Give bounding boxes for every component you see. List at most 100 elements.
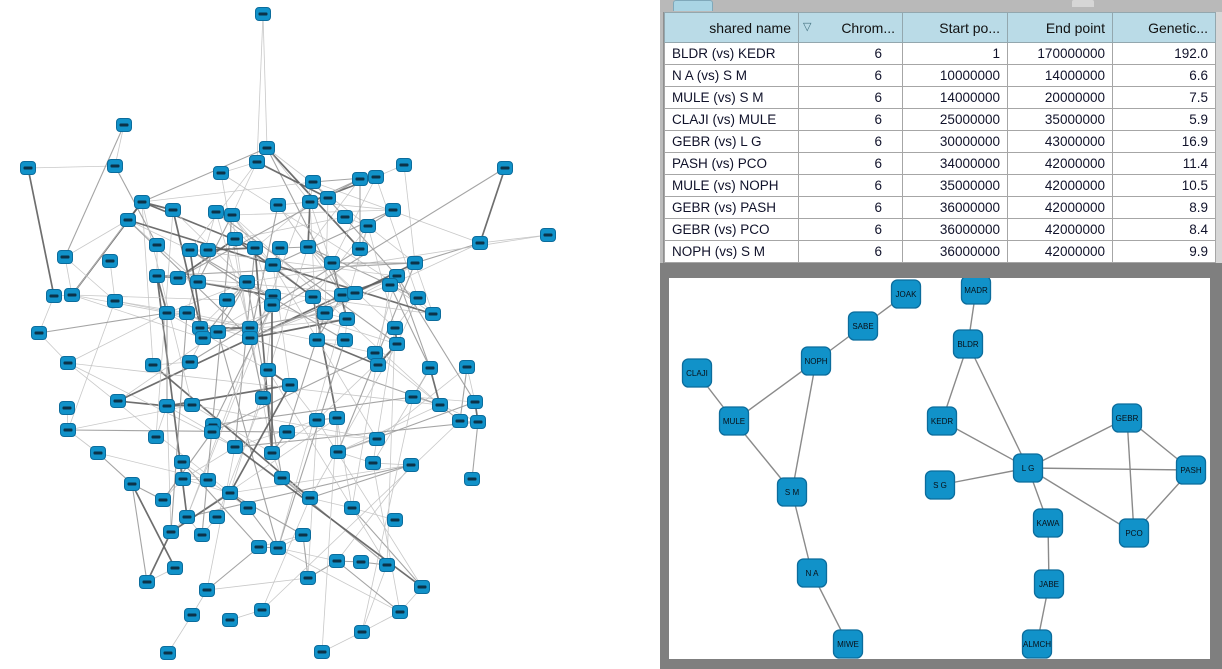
cell-shared-name[interactable]: GEBR (vs) PCO bbox=[664, 218, 799, 241]
network-node[interactable] bbox=[414, 580, 430, 594]
network-node[interactable] bbox=[264, 298, 280, 312]
node-CLAJI[interactable]: CLAJI bbox=[681, 358, 713, 388]
cell-genetic[interactable]: 11.4 bbox=[1112, 152, 1216, 175]
node-PASH[interactable]: PASH bbox=[1175, 455, 1207, 485]
column-header-end-point[interactable]: End point bbox=[1007, 12, 1113, 43]
scrollbar-track[interactable] bbox=[1216, 12, 1222, 263]
network-node[interactable] bbox=[184, 398, 200, 412]
subnetwork-canvas[interactable]: JOAK MADR SABE BLDR NOPH CLAJI KEDR GEBR MULE L G… bbox=[669, 278, 1210, 659]
network-node[interactable] bbox=[264, 446, 280, 460]
table-row[interactable]: BLDR (vs) KEDR 6 1 170000000 192.0 bbox=[664, 42, 1216, 65]
network-node[interactable] bbox=[60, 423, 76, 437]
node-KEDR[interactable]: KEDR bbox=[926, 406, 958, 436]
network-node[interactable] bbox=[159, 306, 175, 320]
cell-start-point[interactable]: 34000000 bbox=[902, 152, 1008, 175]
network-node[interactable] bbox=[309, 333, 325, 347]
network-node[interactable] bbox=[305, 290, 321, 304]
cell-shared-name[interactable]: PASH (vs) PCO bbox=[664, 152, 799, 175]
network-node[interactable] bbox=[195, 331, 211, 345]
cell-end-point[interactable]: 43000000 bbox=[1007, 130, 1113, 153]
network-node[interactable] bbox=[382, 278, 398, 292]
cell-end-point[interactable]: 42000000 bbox=[1007, 174, 1113, 197]
network-node[interactable] bbox=[274, 471, 290, 485]
network-node[interactable] bbox=[360, 219, 376, 233]
network-node[interactable] bbox=[255, 391, 271, 405]
node-JOAK[interactable]: JOAK bbox=[890, 279, 922, 309]
network-node[interactable] bbox=[59, 401, 75, 415]
column-header-chromosome[interactable]: ▽ Chrom... bbox=[798, 12, 903, 43]
network-node[interactable] bbox=[540, 228, 556, 242]
cell-shared-name[interactable]: CLAJI (vs) MULE bbox=[664, 108, 799, 131]
network-node[interactable] bbox=[425, 307, 441, 321]
table-row[interactable]: GEBR (vs) L G 6 30000000 43000000 16.9 bbox=[664, 130, 1216, 153]
cell-chromosome[interactable]: 6 bbox=[798, 42, 903, 65]
cell-genetic[interactable]: 6.6 bbox=[1112, 64, 1216, 87]
tab-remnant[interactable] bbox=[673, 0, 713, 11]
network-node[interactable] bbox=[314, 645, 330, 659]
network-node[interactable] bbox=[265, 258, 281, 272]
network-node[interactable] bbox=[329, 411, 345, 425]
node-NA[interactable]: N A bbox=[796, 558, 828, 588]
cell-shared-name[interactable]: GEBR (vs) L G bbox=[664, 130, 799, 153]
network-node[interactable] bbox=[422, 361, 438, 375]
network-node[interactable] bbox=[145, 358, 161, 372]
node-KAWA[interactable]: KAWA bbox=[1032, 508, 1064, 538]
network-node[interactable] bbox=[200, 243, 216, 257]
network-node[interactable] bbox=[403, 458, 419, 472]
node-MIWE[interactable]: MIWE bbox=[832, 629, 864, 659]
node-SM[interactable]: S M bbox=[776, 477, 808, 507]
network-node[interactable] bbox=[282, 378, 298, 392]
cell-start-point[interactable]: 14000000 bbox=[902, 86, 1008, 109]
network-node[interactable] bbox=[242, 331, 258, 345]
network-node[interactable] bbox=[46, 289, 62, 303]
node-SG[interactable]: S G bbox=[924, 470, 956, 500]
node-JABE[interactable]: JABE bbox=[1033, 569, 1065, 599]
cell-start-point[interactable]: 36000000 bbox=[902, 196, 1008, 219]
network-node[interactable] bbox=[160, 646, 176, 660]
network-node[interactable] bbox=[210, 325, 226, 339]
cell-end-point[interactable]: 35000000 bbox=[1007, 108, 1113, 131]
cell-end-point[interactable]: 20000000 bbox=[1007, 86, 1113, 109]
network-node[interactable] bbox=[295, 528, 311, 542]
network-node[interactable] bbox=[368, 170, 384, 184]
filter-icon[interactable]: ▽ bbox=[803, 21, 812, 33]
network-node[interactable] bbox=[227, 232, 243, 246]
network-node[interactable] bbox=[224, 208, 240, 222]
network-node[interactable] bbox=[182, 243, 198, 257]
network-node[interactable] bbox=[432, 398, 448, 412]
node-LG[interactable]: L G bbox=[1012, 453, 1044, 483]
network-node[interactable] bbox=[470, 415, 486, 429]
network-node[interactable] bbox=[352, 172, 368, 186]
network-node[interactable] bbox=[369, 432, 385, 446]
network-node[interactable] bbox=[324, 256, 340, 270]
cell-end-point[interactable]: 14000000 bbox=[1007, 64, 1113, 87]
network-node[interactable] bbox=[184, 608, 200, 622]
network-node[interactable] bbox=[57, 250, 73, 264]
network-node[interactable] bbox=[219, 293, 235, 307]
network-node[interactable] bbox=[227, 440, 243, 454]
network-node[interactable] bbox=[396, 158, 412, 172]
edge-NOPH-SM[interactable] bbox=[791, 360, 817, 493]
cell-start-point[interactable]: 25000000 bbox=[902, 108, 1008, 131]
network-node[interactable] bbox=[90, 446, 106, 460]
network-node[interactable] bbox=[300, 571, 316, 585]
node-SABE[interactable]: SABE bbox=[847, 311, 879, 341]
network-node[interactable] bbox=[467, 395, 483, 409]
cell-chromosome[interactable]: 6 bbox=[798, 130, 903, 153]
cell-shared-name[interactable]: GEBR (vs) PASH bbox=[664, 196, 799, 219]
network-node[interactable] bbox=[249, 155, 265, 169]
cell-genetic[interactable]: 8.9 bbox=[1112, 196, 1216, 219]
table-row[interactable]: GEBR (vs) PASH 6 36000000 42000000 8.9 bbox=[664, 196, 1216, 219]
network-node[interactable] bbox=[259, 141, 275, 155]
cell-genetic[interactable]: 16.9 bbox=[1112, 130, 1216, 153]
cell-chromosome[interactable]: 6 bbox=[798, 108, 903, 131]
network-node[interactable] bbox=[387, 321, 403, 335]
cell-end-point[interactable]: 42000000 bbox=[1007, 152, 1113, 175]
cell-genetic[interactable]: 5.9 bbox=[1112, 108, 1216, 131]
node-ALMCH[interactable]: ALMCH bbox=[1021, 629, 1053, 659]
network-node[interactable] bbox=[251, 540, 267, 554]
cell-genetic[interactable]: 192.0 bbox=[1112, 42, 1216, 65]
network-node[interactable] bbox=[305, 175, 321, 189]
node-GEBR[interactable]: GEBR bbox=[1111, 403, 1143, 433]
network-node[interactable] bbox=[208, 205, 224, 219]
